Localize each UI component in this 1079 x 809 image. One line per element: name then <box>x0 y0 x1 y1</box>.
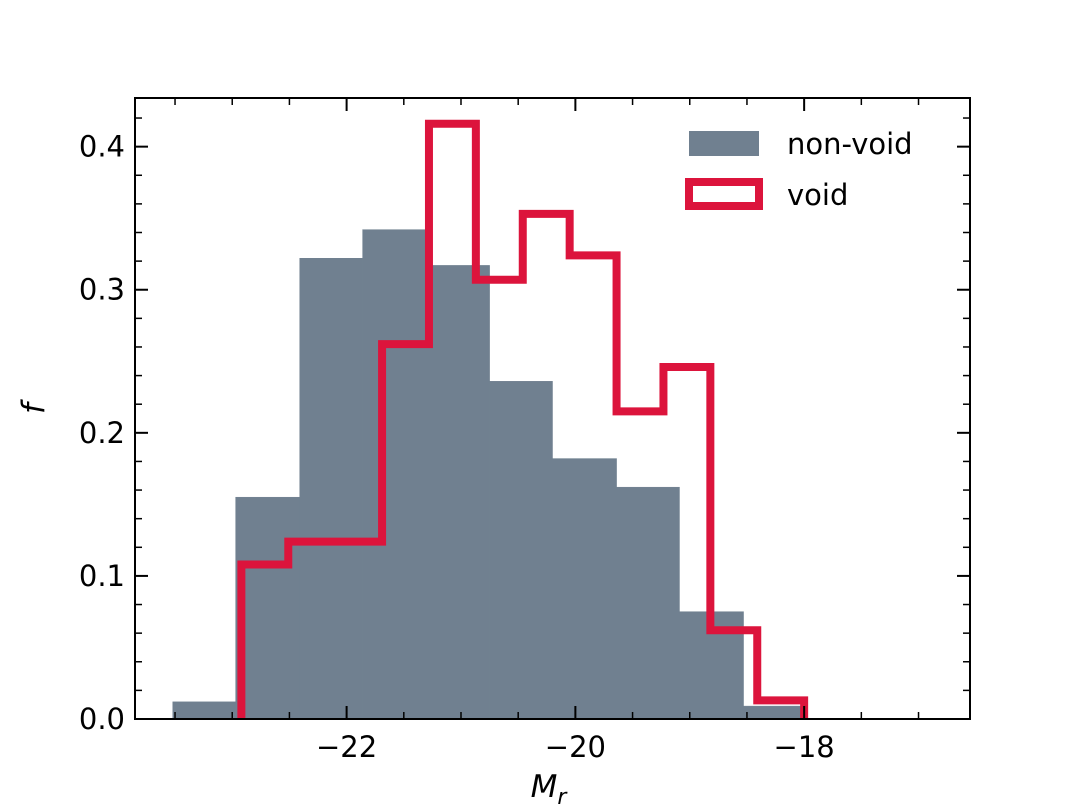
x-axis-label: Mr <box>531 769 569 809</box>
non-void-bar <box>426 265 490 720</box>
tick-labels: −22 −20 −18 0.0 0.1 0.2 0.3 0.4 <box>79 130 835 764</box>
non-void-bars <box>172 229 807 720</box>
y-tick-label: 0.2 <box>79 416 125 450</box>
legend: non-void void <box>685 127 913 212</box>
y-tick-label: 0.4 <box>79 130 125 164</box>
legend-label-non-void: non-void <box>787 127 913 161</box>
legend-swatch-void <box>685 178 763 210</box>
y-axis-label: f <box>16 399 52 414</box>
axis-ticks <box>135 98 970 720</box>
non-void-bar <box>743 705 807 720</box>
y-tick-label: 0.1 <box>79 559 125 593</box>
non-void-bar <box>299 258 363 720</box>
legend-swatch-non-void <box>689 131 759 156</box>
non-void-bar <box>552 458 617 720</box>
non-void-bar <box>235 496 300 720</box>
x-axis-label-subscript: r <box>557 785 568 809</box>
void-step-layer <box>237 119 809 719</box>
x-axis-label-main: M <box>531 769 558 805</box>
non-void-bar <box>362 229 427 720</box>
plot-frame <box>134 97 971 720</box>
non-void-bar <box>616 486 680 720</box>
non-void-bar <box>172 701 236 720</box>
y-tick-label: 0.0 <box>79 702 125 736</box>
legend-label-void: void <box>787 178 848 212</box>
void-step-line <box>237 119 809 719</box>
x-tick-label: −18 <box>774 730 835 764</box>
y-tick-label: 0.3 <box>79 273 125 307</box>
non-void-bar <box>489 381 553 720</box>
x-tick-label: −20 <box>545 730 606 764</box>
x-tick-label: −22 <box>316 730 377 764</box>
